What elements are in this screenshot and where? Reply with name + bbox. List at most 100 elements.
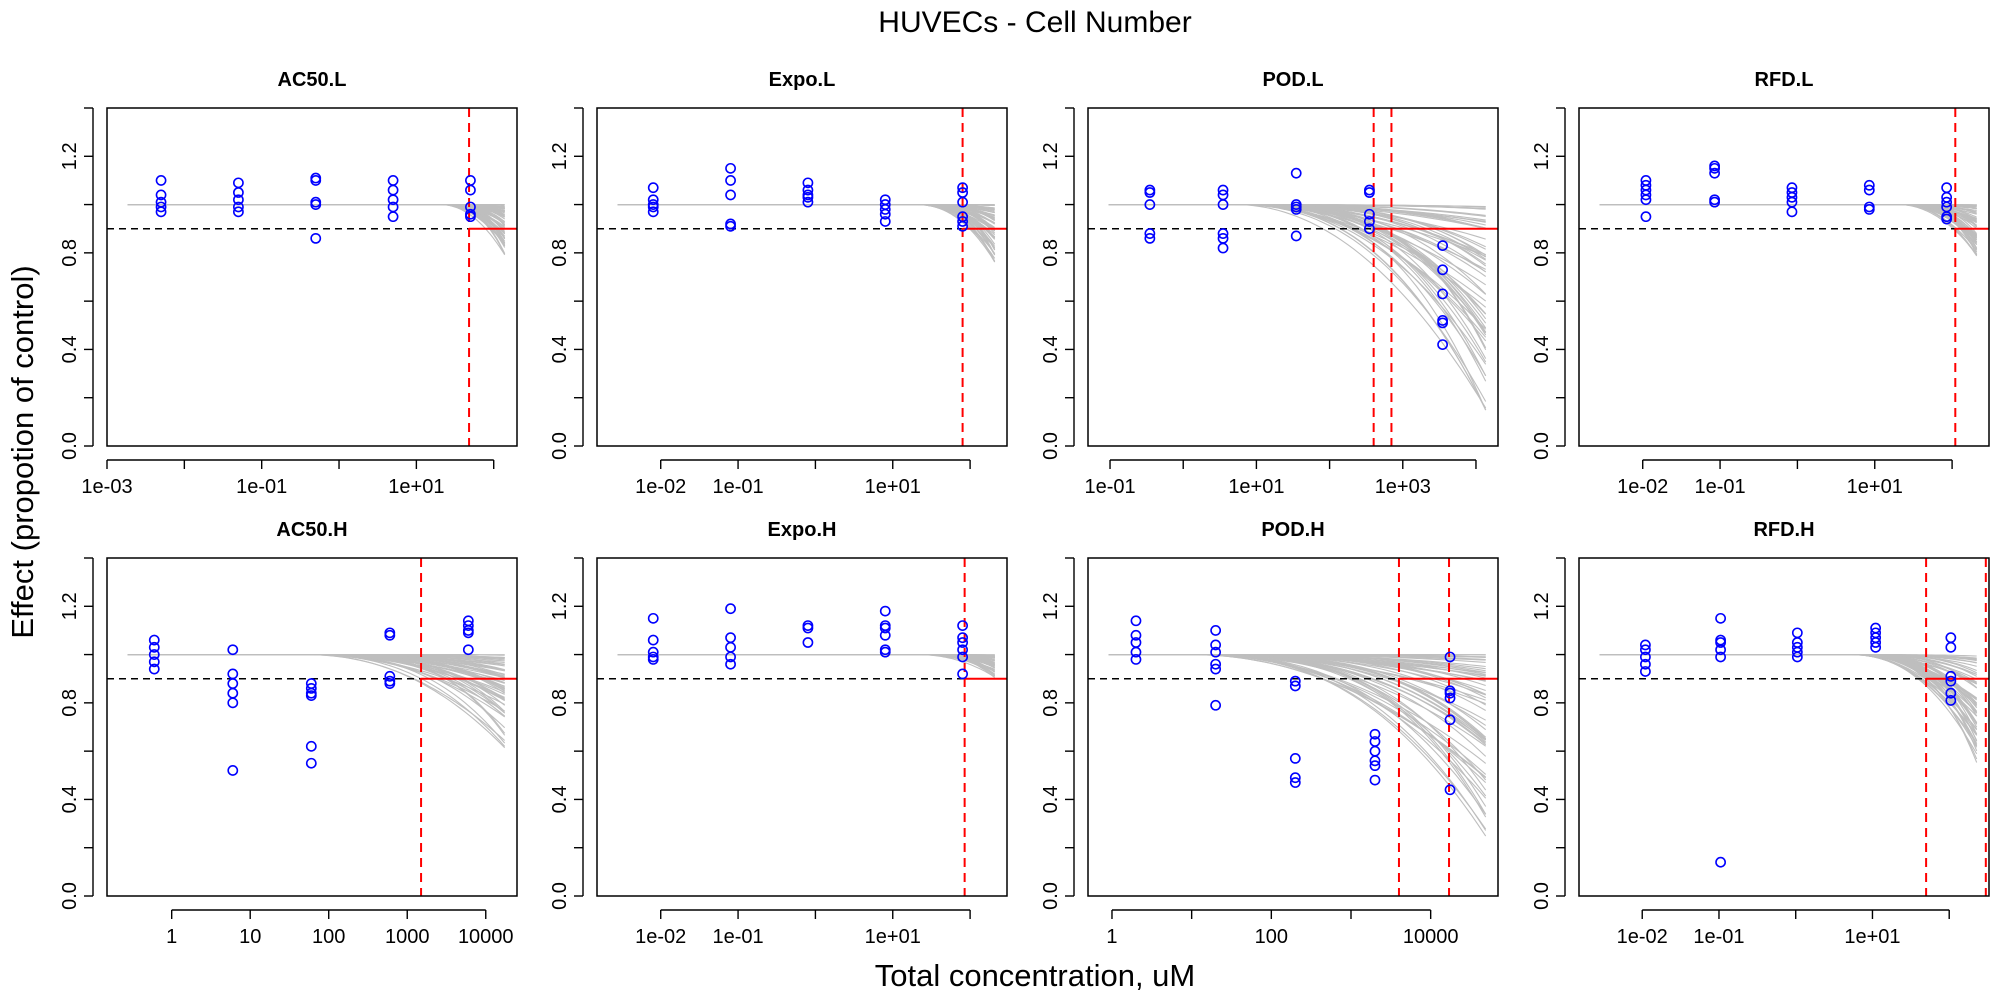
y-tick-label: 0.8 <box>549 689 571 717</box>
data-point <box>233 201 244 213</box>
fit-curve <box>127 204 506 226</box>
data-point <box>1437 339 1448 350</box>
data-point <box>1870 637 1882 648</box>
y-tick-label: 0.0 <box>1040 882 1062 910</box>
fit-curve <box>127 204 506 244</box>
data-point <box>305 740 317 752</box>
data-point <box>647 182 659 194</box>
fit-curve <box>617 204 996 238</box>
fit-curve <box>617 204 996 263</box>
data-point <box>1437 240 1448 252</box>
data-point <box>1715 612 1727 624</box>
data-point <box>1945 641 1957 653</box>
fit-curve <box>1108 654 1487 779</box>
fit-curve <box>1108 654 1487 837</box>
data-point <box>1945 675 1957 687</box>
plot-frame <box>1578 107 1990 447</box>
fit-curve <box>127 204 506 227</box>
fit-curve <box>617 204 996 232</box>
data-point <box>387 175 399 186</box>
data-point <box>462 644 474 656</box>
data-point <box>1863 184 1875 196</box>
fit-curve <box>127 654 506 718</box>
data-point <box>1290 167 1302 179</box>
fit-curve <box>1599 654 1978 736</box>
x-tick-label: 1 <box>166 926 177 948</box>
panel-pod-l: POD.L 0.0 0.4 0.8 1.2 1e-01 1e+01 1e+03 <box>1040 69 1499 498</box>
data-point <box>647 206 659 218</box>
fit-curve <box>617 654 995 670</box>
data-point <box>1437 264 1448 276</box>
fit-curve <box>127 204 506 244</box>
data-point <box>647 201 659 213</box>
panel-title: RFD.H <box>1753 519 1814 541</box>
y-tick-label: 0.0 <box>549 432 571 460</box>
fit-curve <box>127 204 506 228</box>
data-point <box>1863 179 1875 191</box>
y-tick-label: 1.2 <box>59 142 81 170</box>
data-point <box>957 651 969 663</box>
data-point <box>725 658 736 670</box>
x-tick-label: 100 <box>312 926 345 948</box>
data-point <box>1144 228 1156 239</box>
data-point <box>647 194 659 206</box>
data-point <box>233 177 244 189</box>
data-point <box>1786 191 1798 203</box>
data-point <box>305 682 317 694</box>
y-tick-label: 0.4 <box>1531 336 1553 364</box>
data-point <box>647 654 659 665</box>
fit-curve <box>617 204 996 239</box>
fit-curve <box>617 654 995 669</box>
x-tick-label: 1e+01 <box>388 476 444 498</box>
panel-expo-h: Expo.H 0.0 0.4 0.8 1.2 1e-02 1e-01 1e+01 <box>549 519 1008 948</box>
data-point <box>957 632 969 644</box>
data-point <box>227 765 239 776</box>
data-point <box>233 187 244 198</box>
data-point <box>725 603 736 615</box>
data-point <box>387 194 399 206</box>
data-point <box>1941 213 1953 225</box>
data-point <box>1130 654 1142 665</box>
x-tick-label: 100 <box>1255 926 1288 948</box>
plot-frame <box>1578 557 1990 897</box>
fit-curve <box>127 204 506 229</box>
data-point <box>1715 637 1727 648</box>
data-point <box>1786 206 1798 218</box>
y-tick-label: 1.2 <box>549 142 571 170</box>
data-point <box>1210 658 1222 670</box>
data-point <box>879 203 891 215</box>
data-point <box>647 634 659 646</box>
data-point <box>233 194 244 206</box>
fit-curve <box>1108 204 1487 295</box>
data-point <box>1945 695 1957 706</box>
x-tick-label: 1e-02 <box>635 926 686 948</box>
fit-curve <box>617 204 996 256</box>
panel-grid: AC50.L 0.0 0.4 0.8 1.2 1e-03 1e-01 1e+01 Expo.L 0… <box>59 69 1990 948</box>
data-point <box>647 646 659 658</box>
fit-curve <box>617 204 996 247</box>
fit-curve <box>617 654 995 669</box>
data-point <box>957 668 969 680</box>
data-point <box>1217 242 1229 254</box>
fit-curve <box>617 204 996 263</box>
fit-curve <box>617 654 996 676</box>
data-point <box>725 220 736 232</box>
y-tick-label: 0.8 <box>59 689 81 717</box>
data-point <box>957 182 969 194</box>
fit-curve <box>1108 654 1487 775</box>
data-point <box>1369 760 1381 772</box>
x-tick-label: 1e-02 <box>635 476 686 498</box>
data-point <box>1364 187 1375 198</box>
fit-curve <box>127 204 506 226</box>
fit-curve <box>1108 204 1487 286</box>
fit-curve <box>617 204 996 256</box>
data-point <box>1444 714 1456 726</box>
fit-curve <box>617 654 996 677</box>
panel-title: AC50.L <box>278 69 347 91</box>
data-point <box>233 206 244 218</box>
data-point <box>1289 752 1301 764</box>
y-tick-label: 0.0 <box>1531 882 1553 910</box>
fit-curve <box>1108 654 1487 778</box>
fit-curve <box>617 204 996 239</box>
x-tick-label: 10000 <box>458 926 514 948</box>
